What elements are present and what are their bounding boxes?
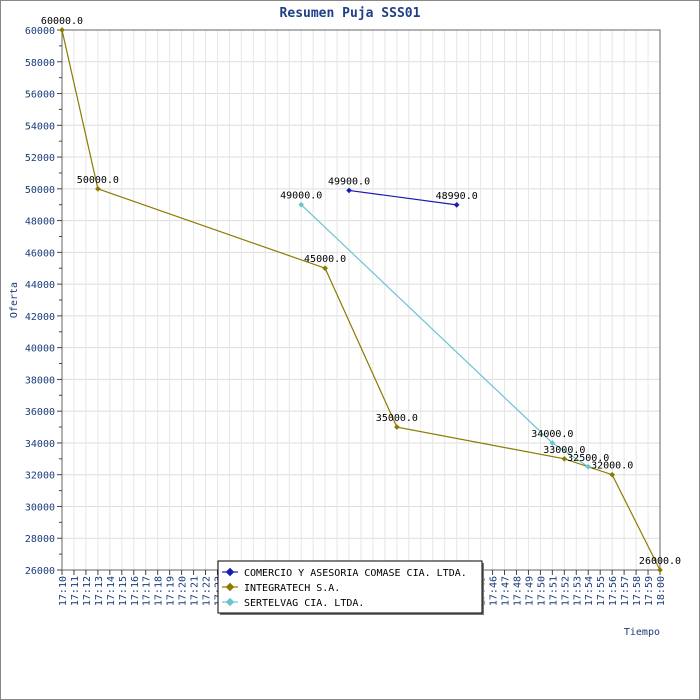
- data-point: [585, 463, 592, 470]
- data-label: 34000.0: [531, 429, 573, 440]
- x-tick-label: 17:21: [190, 576, 201, 606]
- data-label: 45000.0: [304, 254, 346, 265]
- data-point: [59, 27, 65, 33]
- y-tick-label: 46000: [25, 248, 55, 259]
- x-tick-label: 17:56: [608, 576, 619, 606]
- x-tick-label: 17:12: [82, 576, 93, 606]
- y-tick-label: 42000: [25, 312, 55, 323]
- x-tick-label: 17:55: [596, 576, 607, 606]
- data-label: 50000.0: [77, 175, 119, 186]
- x-tick-label: 17:57: [620, 576, 631, 606]
- x-tick-label: 17:50: [536, 576, 547, 606]
- data-labels: 49900.0 48990.0 60000.0 50000.0 45000.0 35000…: [41, 16, 681, 567]
- y-tick-label: 60000: [25, 26, 55, 37]
- data-point: [322, 265, 328, 272]
- data-label: 49900.0: [328, 176, 370, 187]
- x-tick-label: 17:16: [130, 576, 141, 606]
- legend-entry: INTEGRATECH S.A.: [244, 583, 340, 594]
- data-point: [346, 187, 352, 194]
- x-tick-label: 17:14: [106, 576, 117, 606]
- x-tick-label: 17:51: [548, 576, 559, 606]
- data-label: 35000.0: [376, 413, 418, 424]
- x-tick-label: 17:17: [142, 576, 153, 606]
- x-tick-label: 17:20: [178, 576, 189, 606]
- data-label: 26000.0: [639, 556, 681, 567]
- chart-title: Resumen Puja SSS01: [280, 6, 421, 21]
- x-tick-label: 17:46: [489, 576, 500, 606]
- x-tick-label: 17:59: [644, 576, 655, 606]
- data-point: [95, 185, 101, 192]
- data-label: 49000.0: [280, 191, 322, 202]
- y-tick-label: 44000: [25, 280, 55, 291]
- x-tick-label: 17:19: [166, 576, 177, 606]
- series-group: [59, 27, 663, 573]
- y-tick-label: 28000: [25, 534, 55, 545]
- y-tick-label: 38000: [25, 375, 55, 386]
- x-tick-label: 17:49: [524, 576, 535, 606]
- x-tick-label: 17:13: [94, 576, 105, 606]
- legend-entry: COMERCIO Y ASESORIA COMASE CIA. LTDA.: [244, 568, 467, 579]
- legend-box: [217, 560, 483, 614]
- x-tick-label: 17:18: [154, 576, 165, 606]
- data-point: [549, 440, 556, 446]
- data-point: [657, 567, 663, 573]
- x-tick-label: 17:10: [58, 576, 69, 606]
- data-point: [453, 202, 460, 208]
- x-tick-label: 17:48: [512, 576, 523, 606]
- x-tick-label: 17:11: [70, 576, 81, 606]
- x-axis-title: Tiempo: [624, 627, 660, 638]
- y-tick-label: 32000: [25, 471, 55, 482]
- y-tick-label: 36000: [25, 407, 55, 418]
- legend-entry: SERTELVAG CIA. LTDA.: [244, 598, 364, 609]
- y-tick-label: 50000: [25, 185, 55, 196]
- y-tick-label: 58000: [25, 58, 55, 69]
- y-tick-label: 26000: [25, 566, 55, 577]
- data-point: [298, 201, 305, 208]
- y-tick-label: 48000: [25, 217, 55, 228]
- y-tick-label: 40000: [25, 344, 55, 355]
- data-label: 32500.0: [567, 453, 609, 464]
- x-tick-label: 17:52: [560, 576, 571, 606]
- y-tick-label: 34000: [25, 439, 55, 450]
- y-tick-label: 30000: [25, 502, 55, 513]
- legend: COMERCIO Y ASESORIA COMASE CIA. LTDA. INT…: [217, 560, 484, 615]
- series-line-1: [348, 189, 457, 206]
- data-label: 48990.0: [436, 191, 478, 202]
- x-tick-label: 17:15: [118, 576, 129, 606]
- x-tick-label: 17:53: [572, 576, 583, 606]
- x-tick-label: 17:22: [202, 576, 213, 606]
- y-tick-label: 56000: [25, 90, 55, 101]
- data-label: 60000.0: [41, 16, 83, 27]
- data-label: 33000.0: [543, 445, 585, 456]
- data-point: [609, 471, 615, 478]
- x-tick-label: 17:47: [501, 576, 512, 606]
- x-tick-label: 17:54: [584, 576, 595, 606]
- x-tick-label: 17:58: [632, 576, 643, 606]
- y-tick-label: 52000: [25, 153, 55, 164]
- y-axis: 26000 28000 30000 32000 34000 36000 38000 40000…: [25, 26, 62, 577]
- data-point: [561, 455, 568, 462]
- y-tick-label: 54000: [25, 121, 55, 132]
- x-tick-label: 18:00: [656, 576, 667, 606]
- data-point: [394, 424, 400, 430]
- y-axis-title: Oferta: [9, 282, 20, 318]
- data-label: 32000.0: [591, 461, 633, 472]
